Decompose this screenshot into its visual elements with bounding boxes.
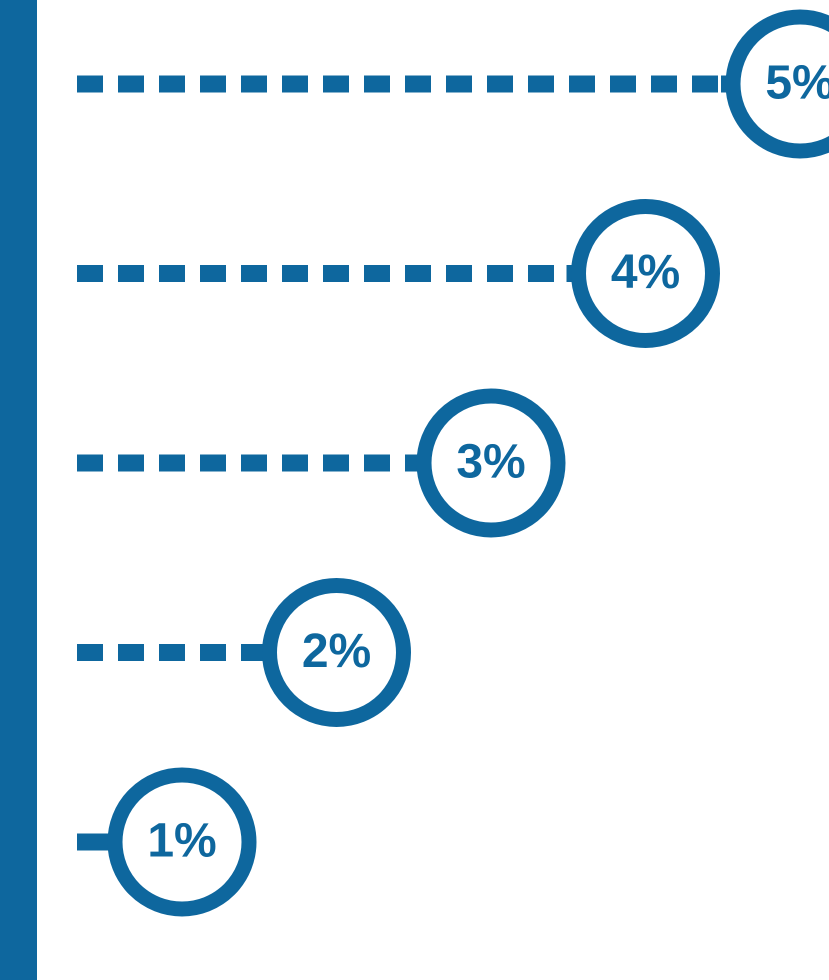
value-circle bbox=[262, 578, 411, 727]
value-circle bbox=[725, 9, 829, 159]
value-label: 5% bbox=[765, 57, 829, 110]
value-circle bbox=[571, 199, 720, 348]
value-label: 4% bbox=[611, 246, 680, 299]
vertical-axis-bar bbox=[0, 0, 37, 980]
value-circle bbox=[107, 767, 257, 917]
value-label: 2% bbox=[302, 625, 371, 678]
value-label: 3% bbox=[456, 436, 525, 489]
value-label: 1% bbox=[147, 815, 216, 868]
value-circle bbox=[416, 388, 566, 538]
